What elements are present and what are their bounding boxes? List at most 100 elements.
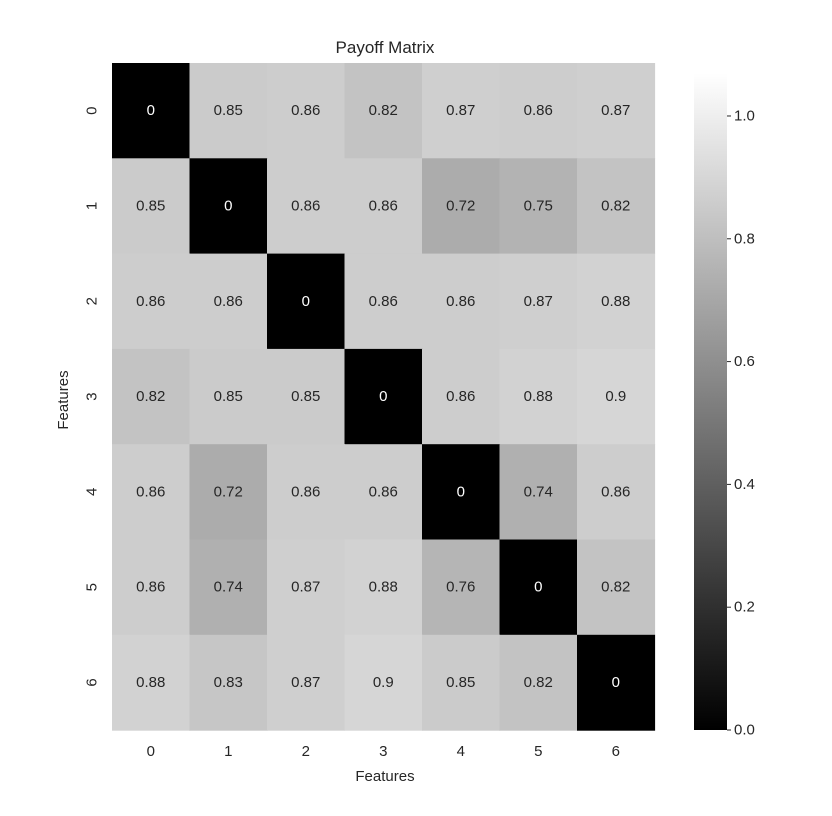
colorbar-tick-label: 0.6 [734, 353, 755, 370]
x-axis-ticks: 0 1 2 3 4 5 6 [147, 743, 620, 760]
cell-value-label: 0.82 [369, 102, 398, 119]
cell-value-label: 0.76 [446, 579, 475, 596]
y-tick-label: 4 [84, 488, 101, 496]
heatmap-cell-4-0 [112, 444, 191, 541]
x-tick-label: 2 [302, 743, 310, 760]
cell-value-label: 0.74 [524, 483, 553, 500]
cell-value-label: 0 [302, 293, 310, 310]
cell-value-label: 0.88 [369, 579, 398, 596]
heatmap-cell-4-6 [577, 444, 656, 541]
cell-value-label: 0.82 [601, 197, 630, 214]
chart-title: Payoff Matrix [336, 38, 435, 57]
y-tick-label: 3 [84, 392, 101, 400]
x-tick-label: 1 [224, 743, 232, 760]
heatmap-cell-2-0 [112, 253, 191, 350]
colorbar-tick-label: 0.4 [734, 476, 755, 493]
heatmap-cell-5-5 [499, 539, 578, 636]
cell-value-label: 0.86 [446, 293, 475, 310]
heatmap-cell-0-6 [577, 63, 656, 159]
x-tick-label: 3 [379, 743, 387, 760]
cell-value-label: 0.87 [601, 102, 630, 119]
heatmap-cell-1-1 [189, 158, 268, 255]
heatmap-cell-3-5 [499, 348, 578, 445]
colorbar-ticks: 0.0 0.2 0.4 0.6 0.8 1.0 [727, 107, 755, 739]
heatmap-cells: 0 0.85 0.86 0.82 0.87 0.86 0.87 0.85 0 0.86 0.86 0.… [112, 63, 656, 731]
colorbar-tick-label: 0.8 [734, 230, 755, 247]
heatmap-cell-0-0 [112, 63, 191, 159]
cell-value-label: 0.86 [369, 483, 398, 500]
cell-value-label: 0.82 [601, 579, 630, 596]
heatmap-cell-5-4 [422, 539, 501, 636]
heatmap-cell-2-5 [499, 253, 578, 350]
heatmap-cell-0-3 [344, 63, 423, 159]
cell-value-label: 0 [534, 579, 542, 596]
cell-value-label: 0.85 [214, 388, 243, 405]
heatmap-cell-4-1 [189, 444, 268, 541]
heatmap-cell-3-6 [577, 348, 656, 445]
heatmap-cell-2-3 [344, 253, 423, 350]
cell-value-label: 0.88 [601, 293, 630, 310]
heatmap-cell-6-5 [499, 634, 578, 731]
cell-value-label: 0.82 [524, 674, 553, 691]
cell-value-label: 0.72 [446, 197, 475, 214]
heatmap-cell-3-1 [189, 348, 268, 445]
heatmap-cell-5-2 [267, 539, 346, 636]
colorbar [694, 73, 727, 730]
heatmap-cell-1-5 [499, 158, 578, 255]
heatmap-cell-0-1 [189, 63, 268, 159]
cell-value-label: 0.87 [291, 674, 320, 691]
cell-value-label: 0.86 [291, 102, 320, 119]
cell-value-label: 0.86 [136, 483, 165, 500]
cell-value-label: 0.86 [524, 102, 553, 119]
cell-value-label: 0.83 [214, 674, 243, 691]
cell-value-label: 0.74 [214, 579, 243, 596]
cell-value-label: 0.87 [524, 293, 553, 310]
heatmap-cell-3-2 [267, 348, 346, 445]
cell-value-label: 0 [612, 674, 620, 691]
x-tick-label: 6 [612, 743, 620, 760]
cell-value-label: 0.86 [291, 197, 320, 214]
heatmap-cell-4-5 [499, 444, 578, 541]
y-tick-label: 6 [84, 678, 101, 686]
x-tick-label: 0 [147, 743, 155, 760]
heatmap-cell-4-2 [267, 444, 346, 541]
cell-value-label: 0.86 [291, 483, 320, 500]
cell-value-label: 0.85 [291, 388, 320, 405]
y-tick-label: 0 [84, 106, 101, 114]
y-tick-label: 2 [84, 297, 101, 305]
cell-value-label: 0.9 [605, 388, 626, 405]
x-axis-label: Features [355, 768, 414, 785]
y-axis-label: Features [55, 370, 72, 429]
heatmap-cell-0-4 [422, 63, 501, 159]
heatmap-cell-6-2 [267, 634, 346, 731]
cell-value-label: 0.9 [373, 674, 394, 691]
cell-value-label: 0.86 [214, 293, 243, 310]
cell-value-label: 0.87 [291, 579, 320, 596]
heatmap-cell-0-5 [499, 63, 578, 159]
heatmap-cell-3-0 [112, 348, 191, 445]
heatmap-cell-3-4 [422, 348, 501, 445]
colorbar-tick-label: 1.0 [734, 107, 755, 124]
heatmap-cell-2-2 [267, 253, 346, 350]
cell-value-label: 0 [147, 102, 155, 119]
heatmap-cell-6-3 [344, 634, 423, 731]
heatmap-cell-4-3 [344, 444, 423, 541]
cell-value-label: 0.86 [136, 293, 165, 310]
y-tick-label: 5 [84, 583, 101, 591]
heatmap-cell-2-1 [189, 253, 268, 350]
cell-value-label: 0.85 [446, 674, 475, 691]
heatmap-cell-6-1 [189, 634, 268, 731]
heatmap-cell-5-1 [189, 539, 268, 636]
heatmap-cell-6-4 [422, 634, 501, 731]
heatmap-cell-0-2 [267, 63, 346, 159]
colorbar-tick-label: 0.0 [734, 722, 755, 739]
heatmap-cell-1-2 [267, 158, 346, 255]
cell-value-label: 0.82 [136, 388, 165, 405]
cell-value-label: 0.86 [369, 197, 398, 214]
heatmap-cell-6-0 [112, 634, 191, 731]
heatmap-cell-3-3 [344, 348, 423, 445]
heatmap-cell-1-0 [112, 158, 191, 255]
cell-value-label: 0.86 [446, 388, 475, 405]
cell-value-label: 0 [457, 483, 465, 500]
heatmap-cell-1-6 [577, 158, 656, 255]
